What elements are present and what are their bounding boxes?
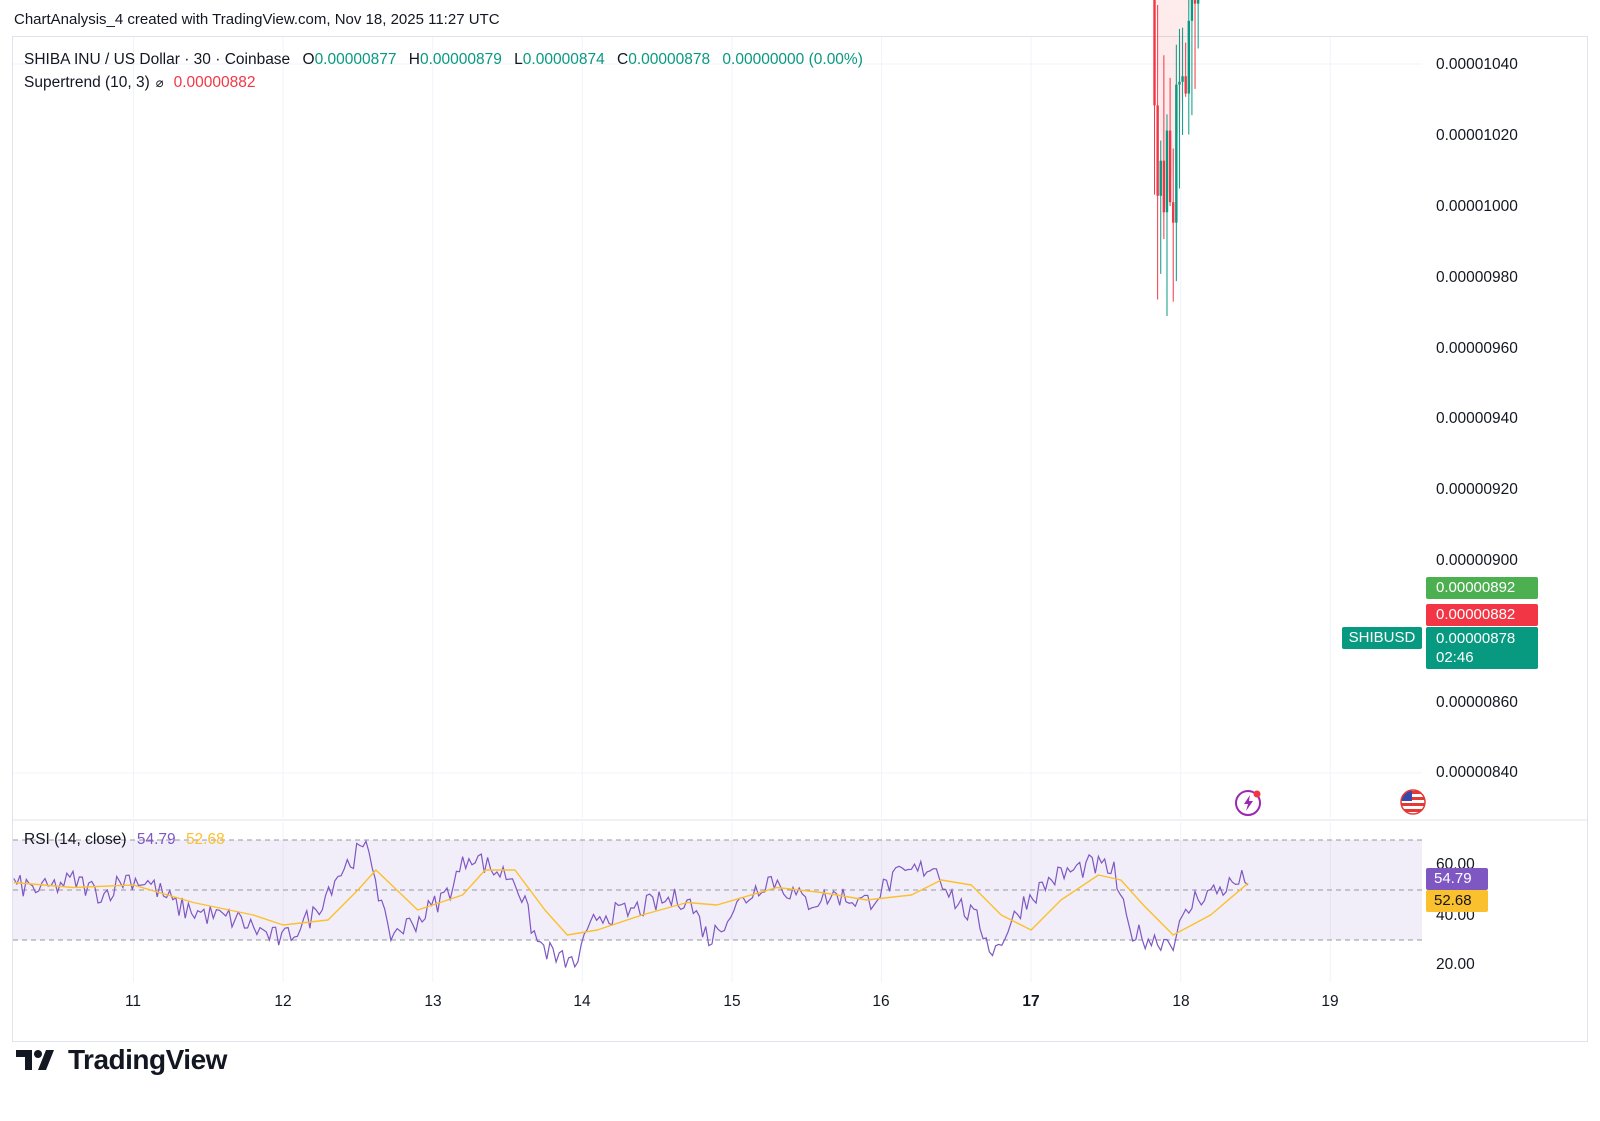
close-value: 0.00000878 bbox=[628, 51, 711, 68]
high-label: H bbox=[408, 51, 420, 68]
tradingview-logo[interactable]: TradingView bbox=[16, 1044, 227, 1076]
null-icon: ⌀ bbox=[155, 75, 164, 90]
candle-body bbox=[1193, 0, 1197, 4]
last-price-value: 0.00000878 bbox=[1436, 630, 1516, 647]
y-tick-label: 0.00000920 bbox=[1436, 481, 1518, 498]
low-label: L bbox=[514, 51, 523, 68]
candle-body bbox=[1153, 0, 1156, 106]
chart-frame bbox=[12, 36, 1588, 1042]
rsi-legend-value: 54.79 bbox=[136, 831, 176, 848]
x-tick-label: 11 bbox=[124, 993, 142, 1010]
low-value: 0.00000874 bbox=[522, 51, 605, 68]
x-tick-label: 18 bbox=[1172, 993, 1190, 1010]
close-label: C bbox=[617, 51, 629, 68]
supertrend-value: 0.00000882 bbox=[173, 74, 256, 91]
rsi-ma-legend-value: 52.68 bbox=[185, 831, 225, 848]
rsi-label[interactable]: RSI (14, close) bbox=[24, 831, 127, 848]
y-tick-label: 0.00000980 bbox=[1436, 269, 1518, 286]
supertrend-label[interactable]: Supertrend (10, 3) bbox=[24, 74, 150, 91]
symbol-price-tag: SHIBUSD bbox=[1342, 627, 1422, 649]
rsi-value-tag: 54.79 bbox=[1426, 868, 1488, 890]
x-tick-label: 16 bbox=[872, 993, 890, 1010]
tradingview-logo-text: TradingView bbox=[68, 1044, 227, 1075]
candle-body bbox=[1184, 76, 1187, 94]
x-tick-label: 15 bbox=[723, 993, 741, 1010]
symbol-title[interactable]: SHIBA INU / US Dollar · 30 · Coinbase bbox=[24, 51, 291, 68]
candle-body bbox=[1172, 202, 1175, 223]
candle-body bbox=[1190, 0, 1194, 21]
bar-countdown: 02:46 bbox=[1436, 649, 1474, 666]
rsi-tick-label: 20.00 bbox=[1436, 956, 1475, 973]
y-tick-label: 0.00000900 bbox=[1436, 552, 1518, 569]
candle-body bbox=[1168, 130, 1172, 203]
y-tick-label: 0.00001020 bbox=[1436, 127, 1518, 144]
rsi-ma-line bbox=[13, 869, 1249, 936]
candle-body bbox=[1162, 160, 1166, 213]
x-tick-label: 14 bbox=[573, 993, 591, 1010]
open-label: O bbox=[302, 51, 315, 68]
rsi-legend: RSI (14, close) 54.79 52.68 bbox=[24, 831, 225, 849]
x-tick-label: 12 bbox=[274, 993, 292, 1010]
supertrend-fill bbox=[1156, 0, 1191, 220]
tradingview-logo-icon bbox=[16, 1050, 54, 1070]
candle-body bbox=[1165, 130, 1169, 213]
supertrend-up-price-tag: 0.00000892 bbox=[1426, 577, 1538, 599]
x-tick-label: 13 bbox=[424, 993, 442, 1010]
y-tick-label: 0.00000840 bbox=[1436, 764, 1518, 781]
x-tick-label: 19 bbox=[1321, 993, 1339, 1010]
y-tick-label: 0.00001040 bbox=[1436, 56, 1518, 73]
candle-body bbox=[1181, 76, 1184, 82]
y-tick-label: 0.00000960 bbox=[1436, 340, 1518, 357]
candle-body bbox=[1159, 160, 1162, 196]
candle-body bbox=[1196, 0, 1200, 4]
high-value: 0.00000879 bbox=[419, 51, 502, 68]
rsi-ma-value-tag: 52.68 bbox=[1426, 890, 1488, 912]
symbol-legend: SHIBA INU / US Dollar · 30 · Coinbase O0… bbox=[24, 48, 863, 94]
y-tick-label: 0.00000860 bbox=[1436, 694, 1518, 711]
x-tick-label: 17 bbox=[1022, 993, 1040, 1010]
candle-body bbox=[1175, 84, 1178, 223]
last-price-tag: 0.00000878 02:46 bbox=[1426, 627, 1538, 669]
us-flag-icon[interactable] bbox=[1398, 787, 1428, 817]
rsi-line bbox=[13, 839, 1249, 969]
candle-body bbox=[1187, 20, 1191, 94]
supertrend-price-tag: 0.00000882 bbox=[1426, 604, 1538, 626]
change-value: 0.00000000 (0.00%) bbox=[722, 51, 863, 68]
open-value: 0.00000877 bbox=[314, 51, 397, 68]
y-tick-label: 0.00001000 bbox=[1436, 198, 1518, 215]
y-tick-label: 0.00000940 bbox=[1436, 410, 1518, 427]
candle-body bbox=[1178, 81, 1181, 85]
chart-attribution: ChartAnalysis_4 created with TradingView… bbox=[14, 11, 500, 28]
candle-body bbox=[1156, 105, 1159, 196]
lightning-icon[interactable] bbox=[1234, 787, 1264, 817]
